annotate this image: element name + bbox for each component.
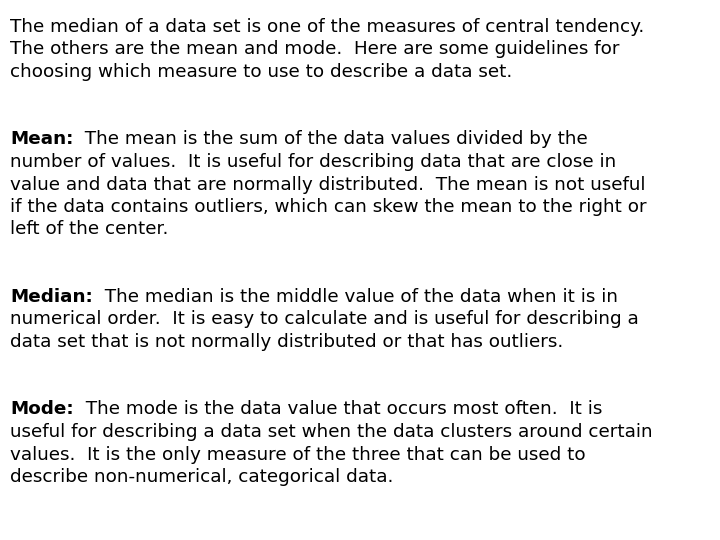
Text: The mean is the sum of the data values divided by the: The mean is the sum of the data values d… — [73, 131, 588, 149]
Text: choosing which measure to use to describe a data set.: choosing which measure to use to describ… — [10, 63, 512, 81]
Text: The median of a data set is one of the measures of central tendency.: The median of a data set is one of the m… — [10, 18, 644, 36]
Text: Mode:: Mode: — [10, 401, 73, 418]
Text: numerical order.  It is easy to calculate and is useful for describing a: numerical order. It is easy to calculate… — [10, 310, 639, 328]
Text: The others are the mean and mode.  Here are some guidelines for: The others are the mean and mode. Here a… — [10, 40, 619, 58]
Text: values.  It is the only measure of the three that can be used to: values. It is the only measure of the th… — [10, 446, 585, 463]
Text: Mean:: Mean: — [10, 131, 73, 149]
Text: value and data that are normally distributed.  The mean is not useful: value and data that are normally distrib… — [10, 176, 646, 193]
Text: describe non-numerical, categorical data.: describe non-numerical, categorical data… — [10, 468, 393, 486]
Text: left of the center.: left of the center. — [10, 220, 168, 239]
Text: Median:: Median: — [10, 288, 93, 306]
Text: The mode is the data value that occurs most often.  It is: The mode is the data value that occurs m… — [73, 401, 602, 418]
Text: useful for describing a data set when the data clusters around certain: useful for describing a data set when th… — [10, 423, 652, 441]
Text: data set that is not normally distributed or that has outliers.: data set that is not normally distribute… — [10, 333, 563, 351]
Text: The median is the middle value of the data when it is in: The median is the middle value of the da… — [93, 288, 618, 306]
Text: number of values.  It is useful for describing data that are close in: number of values. It is useful for descr… — [10, 153, 616, 171]
Text: if the data contains outliers, which can skew the mean to the right or: if the data contains outliers, which can… — [10, 198, 647, 216]
